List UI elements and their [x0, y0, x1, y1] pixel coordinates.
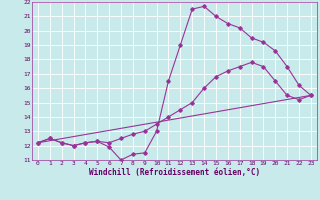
X-axis label: Windchill (Refroidissement éolien,°C): Windchill (Refroidissement éolien,°C)	[89, 168, 260, 177]
